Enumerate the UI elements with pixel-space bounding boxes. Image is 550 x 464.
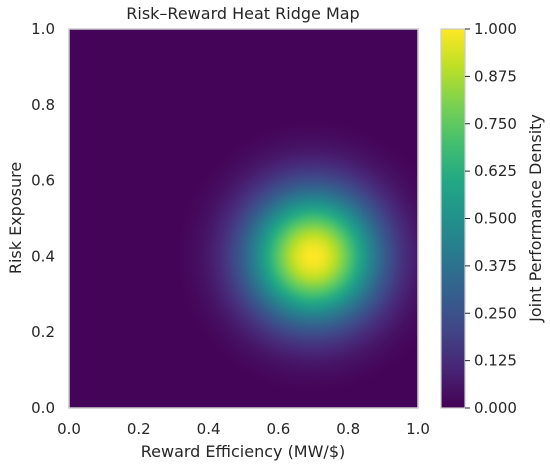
colorbar-tick-label: 0.250 — [474, 304, 517, 322]
x-tick-label: 0.6 — [266, 420, 290, 438]
x-tick-label: 0.8 — [336, 420, 360, 438]
colorbar-tick-label: 1.000 — [474, 20, 517, 38]
colorbar-label: Joint Performance Density — [526, 114, 545, 323]
colorbar-tick-label: 0.375 — [474, 257, 517, 275]
colorbar-tick-label: 0.000 — [474, 399, 517, 417]
y-axis-label: Risk Exposure — [6, 162, 25, 274]
x-axis-label: Reward Efficiency (MW/$) — [141, 442, 346, 461]
y-axis: 0.0 0.2 0.4 0.6 0.8 1.0 — [31, 20, 55, 417]
x-axis: 0.0 0.2 0.4 0.6 0.8 1.0 — [57, 420, 430, 438]
x-tick-label: 0.4 — [197, 420, 221, 438]
x-tick-label: 0.0 — [57, 420, 81, 438]
y-tick-label: 0.0 — [31, 399, 55, 417]
colorbar-tick-label: 0.500 — [474, 210, 517, 228]
plot-frame — [68, 28, 419, 409]
x-tick-label: 1.0 — [406, 420, 430, 438]
y-tick-label: 0.6 — [31, 172, 55, 190]
y-tick-label: 0.4 — [31, 247, 55, 265]
heat-field — [69, 29, 418, 408]
colorbar: 0.000 0.125 0.250 0.375 0.500 0.625 0.750 0.875… — [440, 20, 517, 417]
plot-area — [68, 28, 419, 409]
y-tick-label: 0.8 — [31, 96, 55, 114]
colorbar-gradient — [441, 29, 465, 408]
colorbar-tick-label: 0.625 — [474, 162, 517, 180]
colorbar-tick-label: 0.125 — [474, 352, 517, 370]
chart-title: Risk–Reward Heat Ridge Map — [126, 4, 359, 23]
y-tick-label: 1.0 — [31, 20, 55, 38]
y-tick-label: 0.2 — [31, 323, 55, 341]
colorbar-ticks: 0.000 0.125 0.250 0.375 0.500 0.625 0.750 0.875… — [465, 20, 517, 417]
colorbar-tick-label: 0.750 — [474, 115, 517, 133]
x-tick-label: 0.2 — [127, 420, 151, 438]
colorbar-tick-label: 0.875 — [474, 67, 517, 85]
